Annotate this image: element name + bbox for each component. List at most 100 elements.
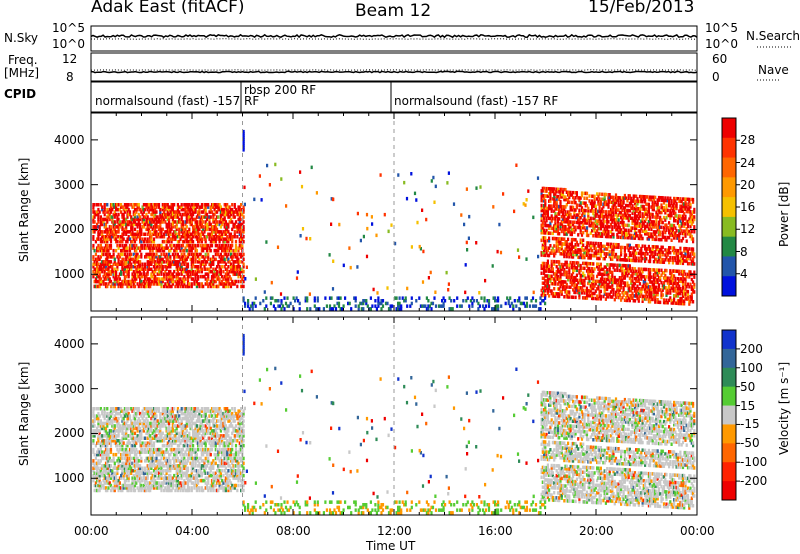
power-cell (662, 276, 666, 280)
power-cell (637, 212, 640, 216)
power-cell (565, 263, 568, 267)
power-cell (525, 296, 528, 300)
power-cell (665, 238, 668, 242)
power-cell (181, 257, 185, 262)
power-cell (189, 239, 192, 244)
power-cell (339, 296, 342, 300)
power-cell (163, 248, 166, 253)
power-cell (92, 203, 95, 207)
power-cell (579, 240, 582, 245)
power-cell (659, 255, 662, 259)
power-cell (640, 256, 643, 261)
power-cell (188, 252, 191, 257)
power-cell (154, 225, 157, 229)
power-cell (567, 275, 570, 279)
power-cell (120, 239, 123, 244)
power-cell (184, 210, 187, 214)
power-cell (184, 227, 187, 232)
power-cell (625, 253, 628, 257)
power-cell (647, 227, 650, 231)
power-cell (540, 218, 543, 223)
power-cell (548, 267, 551, 271)
power-cell (633, 248, 637, 253)
power-cell (210, 232, 214, 236)
power-cell (208, 210, 211, 214)
power-cell (603, 280, 606, 284)
power-cell (584, 246, 587, 250)
power-cell (287, 304, 291, 308)
power-cell (163, 203, 166, 207)
power-cell (558, 232, 561, 236)
power-cell (592, 281, 595, 286)
power-cell (593, 221, 596, 226)
power-cell (670, 238, 673, 242)
power-cell (371, 304, 374, 308)
power-cell (676, 258, 679, 263)
power-cell (642, 294, 645, 299)
power-cell (621, 230, 624, 235)
power-cell (671, 289, 674, 293)
power-cell (652, 268, 655, 272)
power-cell (231, 237, 234, 241)
power-cell (107, 260, 110, 264)
power-cell (324, 296, 327, 300)
power-cell (689, 224, 692, 229)
power-cell (101, 246, 104, 250)
power-cell (564, 232, 567, 236)
power-cell (553, 259, 556, 264)
power-cell (218, 267, 221, 271)
power-cell (623, 250, 626, 255)
power-cell (103, 265, 106, 269)
power-cell (141, 243, 144, 248)
power-cell (618, 225, 621, 230)
power-cell (565, 290, 568, 294)
power-cell (613, 222, 616, 227)
power-cell (540, 266, 543, 271)
power-cell (222, 243, 225, 248)
power-cell (157, 269, 161, 274)
power-cell (154, 230, 157, 234)
power-cell (609, 217, 613, 222)
power-cell (664, 248, 667, 252)
power-cell (146, 260, 149, 264)
power-cell (567, 198, 570, 202)
power-cell (630, 269, 633, 273)
power-cell (655, 220, 658, 224)
power-cell (184, 220, 187, 224)
power-cell (218, 235, 221, 239)
power-cell (147, 277, 150, 281)
power-cell (649, 285, 652, 289)
power-cell (620, 258, 623, 262)
power-cell (693, 215, 696, 219)
power-cell (146, 243, 149, 248)
power-cell (174, 262, 177, 266)
power-cell (120, 248, 123, 253)
power-cell (558, 247, 561, 251)
power-cell (112, 255, 115, 259)
power-cell (617, 280, 620, 285)
power-cell (232, 267, 235, 271)
power-cell (122, 279, 125, 284)
power-cell (228, 237, 231, 241)
power-cell (616, 220, 619, 225)
power-cell (125, 282, 128, 286)
power-cell (607, 295, 610, 299)
power-cell (198, 220, 201, 224)
power-cell (157, 246, 161, 250)
power-cell (163, 272, 166, 276)
power-cell (183, 227, 186, 232)
power-cell (577, 263, 580, 268)
power-cell (101, 205, 104, 209)
power-cell (101, 235, 104, 239)
power-cell (668, 286, 671, 290)
power-cell (126, 210, 129, 214)
power-cell (620, 266, 623, 270)
power-cell (638, 212, 642, 216)
power-cell (142, 203, 145, 207)
power-cell (224, 243, 227, 248)
power-cell (560, 247, 563, 251)
power-cell (568, 263, 571, 267)
power-cell (141, 265, 144, 269)
power-cell (166, 205, 169, 209)
power-cell (546, 264, 549, 268)
